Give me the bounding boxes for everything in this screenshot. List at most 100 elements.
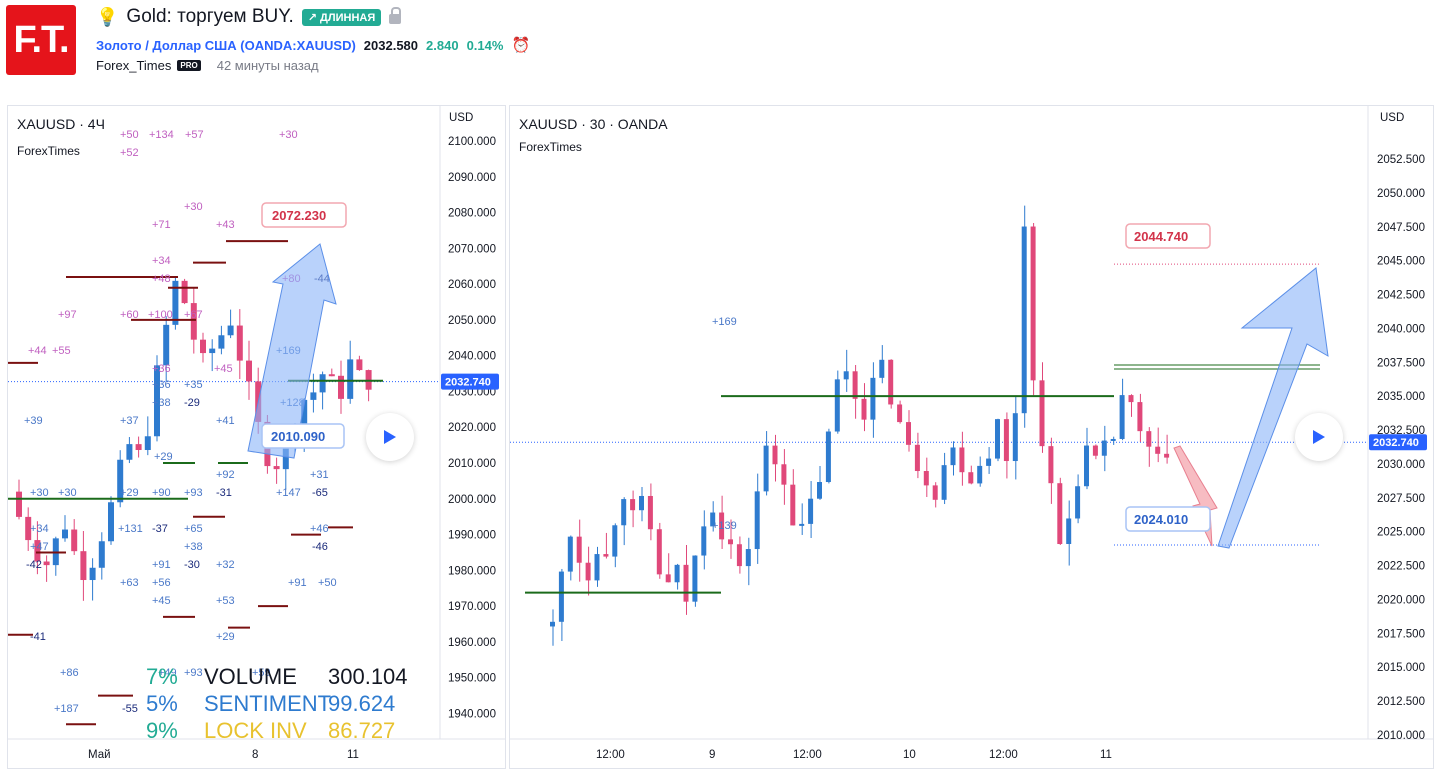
- candle-body: [1128, 395, 1134, 403]
- price-tick: 2080.000: [448, 208, 496, 220]
- level-annotation: +92: [216, 469, 235, 481]
- candle-body: [781, 464, 787, 485]
- stat-row-sentiment: 5% SENTIMENT 99.624: [146, 691, 426, 718]
- candle-body: [16, 491, 22, 517]
- candle-body: [674, 564, 680, 583]
- level-annotation: +32: [216, 559, 235, 571]
- stat-pct: 5%: [146, 691, 178, 716]
- price-tick: 2040.000: [448, 351, 496, 363]
- candle-body: [80, 551, 87, 581]
- last-price-tag: [1369, 434, 1427, 451]
- candle-body: [594, 554, 600, 581]
- candle-body: [852, 371, 858, 399]
- candle-body: [1030, 226, 1036, 381]
- candle-body: [328, 374, 335, 377]
- level-annotation: +38: [184, 541, 203, 553]
- candle-body: [710, 512, 716, 527]
- right-chart-title: XAUUSD · 30 · OANDA: [519, 116, 668, 132]
- idea-title: 💡 Gold: торгуем BUY. ↗ ДЛИННАЯ: [96, 5, 402, 29]
- candle-body: [923, 471, 929, 486]
- author-line: Forex_Times PRO 42 минуты назад: [96, 58, 319, 73]
- stat-row-volume: 7% VOLUME 300.104: [146, 664, 426, 691]
- stat-value: 99.624: [328, 691, 396, 716]
- candle-body: [612, 525, 618, 557]
- candle-body: [736, 544, 742, 567]
- right-play-button[interactable]: [1295, 413, 1343, 461]
- level-annotation: +43: [216, 219, 235, 231]
- published-time: 42 минуты назад: [216, 58, 319, 73]
- symbol-link[interactable]: Золото / Доллар США (OANDA:XAUUSD): [96, 38, 356, 53]
- author-name[interactable]: Forex_Times: [96, 58, 172, 73]
- level-annotation: +48: [152, 273, 171, 285]
- candle-body: [888, 359, 894, 405]
- stat-name: VOLUME: [204, 664, 297, 689]
- symbol-price: 2032.580: [363, 37, 419, 53]
- level-annotation: +39: [24, 415, 43, 427]
- stat-pct: 9%: [146, 718, 178, 743]
- left-currency-label: USD: [449, 112, 474, 124]
- price-tick: 1950.000: [448, 673, 496, 685]
- candle-body: [227, 325, 234, 336]
- price-tick: 2015.000: [1377, 662, 1425, 674]
- alarm-clock-icon[interactable]: ⏰: [511, 37, 531, 54]
- level-annotation: +45: [214, 363, 233, 375]
- candle-body: [843, 371, 849, 380]
- price-tick: 2030.000: [1377, 459, 1425, 471]
- level-annotation: +30: [58, 487, 77, 499]
- price-tick: 1990.000: [448, 530, 496, 542]
- idea-title-text: Gold: торгуем BUY.: [126, 6, 294, 27]
- candle-body: [558, 571, 564, 622]
- stat-name: SENTIMENT: [204, 691, 332, 716]
- level-annotation: +30: [184, 201, 203, 213]
- level-annotation: +93: [184, 487, 203, 499]
- author-logo[interactable]: F.T.: [6, 5, 76, 75]
- level-annotation: -29: [184, 397, 200, 409]
- candle-body: [1039, 380, 1045, 447]
- price-tick: 2050.000: [448, 315, 496, 327]
- price-tick: 2052.500: [1377, 154, 1425, 166]
- left-chart-panel[interactable]: 2100.000 2090.000 2080.000 2070.000 2060.000…: [7, 105, 506, 769]
- candle-body: [1084, 445, 1089, 487]
- level-annotation: +47: [30, 541, 49, 553]
- candle-body: [861, 398, 867, 420]
- left-chart-canvas[interactable]: 2100.000 2090.000 2080.000 2070.000 2060.000…: [8, 106, 505, 768]
- candle-body: [71, 529, 78, 552]
- candle-body: [209, 348, 216, 354]
- left-play-button[interactable]: [366, 413, 414, 461]
- price-tick: 2022.500: [1377, 561, 1425, 573]
- symbol-line: Золото / Доллар США (OANDA:XAUUSD) 2032.…: [96, 36, 530, 54]
- candle-body: [108, 502, 114, 542]
- price-tick: 1980.000: [448, 565, 496, 577]
- candle-body: [639, 495, 644, 511]
- level-annotation: +90: [152, 487, 171, 499]
- candle-body: [745, 549, 751, 567]
- candle-body: [879, 359, 885, 378]
- level-annotation: +29: [154, 451, 173, 463]
- time-tick: 10: [903, 749, 916, 761]
- symbol-code[interactable]: (OANDA:XAUUSD): [240, 37, 356, 53]
- level-annotation: +100: [148, 309, 173, 321]
- candle-body: [656, 529, 662, 575]
- candle-body: [190, 303, 197, 340]
- candle-body: [986, 458, 992, 466]
- right-chart-canvas[interactable]: 2052.500 2050.000 2047.500 2045.000 2042.500…: [510, 106, 1433, 768]
- candle-body: [301, 399, 308, 431]
- right-chart-subtitle: ForexTimes: [519, 140, 582, 154]
- level-annotation: +56: [152, 577, 171, 589]
- direction-badge: ↗ ДЛИННАЯ: [301, 8, 382, 26]
- right-chart-panel[interactable]: 2052.500 2050.000 2047.500 2045.000 2042.500…: [509, 105, 1434, 769]
- candle-body: [728, 539, 733, 545]
- low-label: 2024.010: [1134, 512, 1188, 527]
- level-annotation: +86: [60, 667, 79, 679]
- candle-body: [763, 445, 769, 492]
- candle-body: [692, 555, 698, 602]
- candle-body: [126, 444, 133, 460]
- time-tick: 11: [1100, 749, 1112, 761]
- symbol-name[interactable]: Золото / Доллар США: [96, 37, 237, 53]
- candle-body: [62, 529, 68, 539]
- candle-body: [630, 499, 636, 511]
- last-price-text: 2032.740: [1373, 437, 1419, 449]
- level-annotation: -37: [152, 523, 168, 535]
- last-price-text: 2032.740: [445, 377, 491, 389]
- candle-body: [959, 447, 965, 473]
